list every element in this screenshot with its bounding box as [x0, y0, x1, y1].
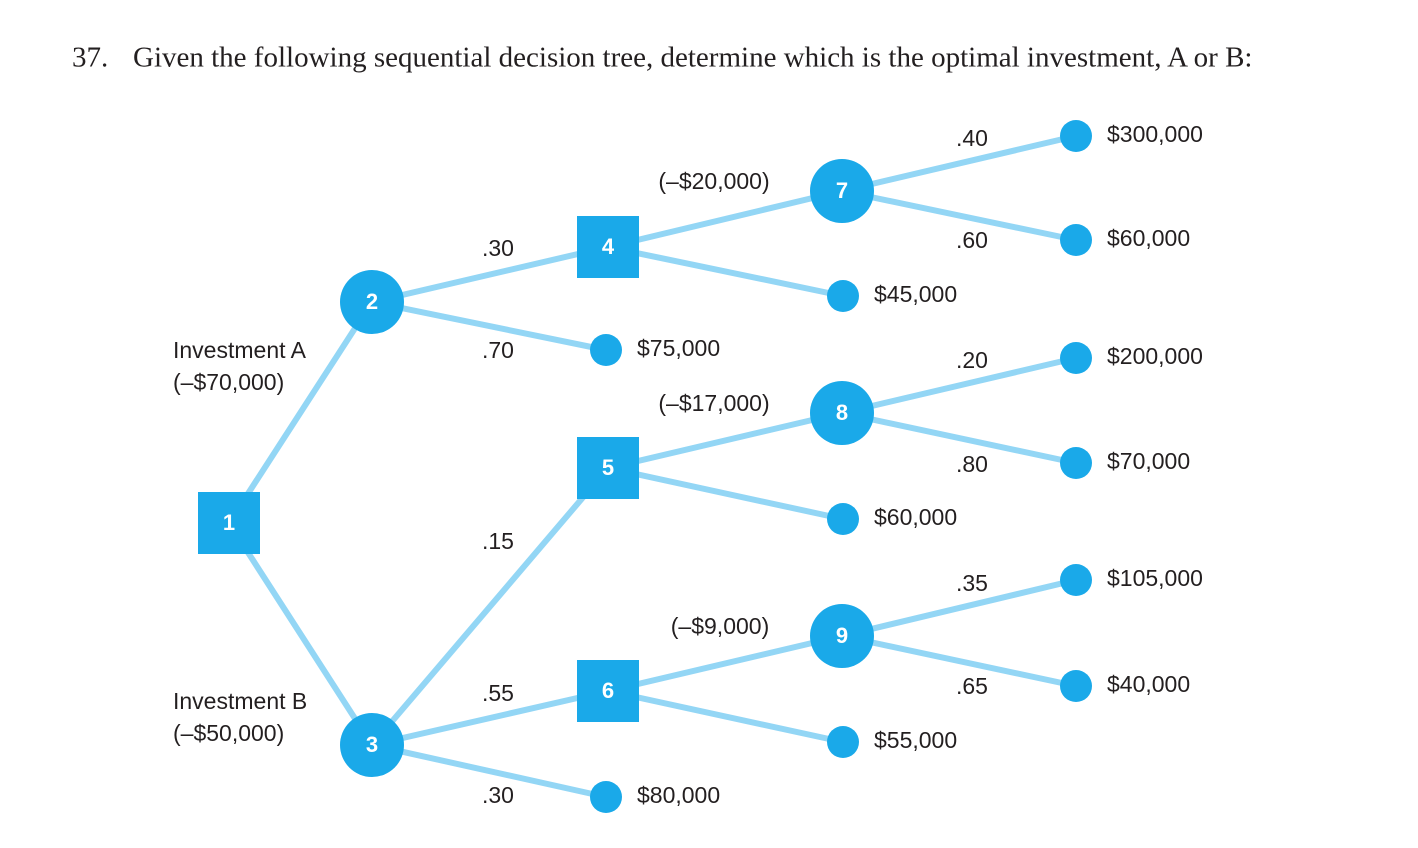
decision-node [198, 492, 260, 554]
node-label: 7 [836, 178, 848, 203]
branch [607, 465, 844, 522]
chance-node [340, 270, 404, 334]
branch [226, 521, 375, 747]
terminal-node [590, 781, 622, 813]
branch [841, 355, 1077, 416]
question-number: 37. [72, 42, 108, 74]
chance-node [340, 713, 404, 777]
investment-name: Investment B [173, 688, 307, 714]
terminal-node [1060, 447, 1092, 479]
investment-name: Investment A [173, 337, 307, 363]
payoff: $75,000 [637, 335, 720, 361]
payoff: $200,000 [1107, 343, 1203, 369]
chance-node [810, 604, 874, 668]
probability: .70 [482, 337, 514, 363]
probability: .35 [956, 570, 988, 596]
terminal-node [1060, 564, 1092, 596]
investment-cost: (–$50,000) [173, 720, 284, 746]
probability: .20 [956, 347, 988, 373]
probability: .30 [482, 235, 514, 261]
branch [607, 688, 844, 745]
decision-node [577, 216, 639, 278]
node-label: 4 [602, 234, 615, 259]
branch [607, 244, 844, 299]
probability: .30 [482, 782, 514, 808]
payoff: $40,000 [1107, 671, 1190, 697]
node-label: 3 [366, 732, 378, 757]
terminal-node [1060, 224, 1092, 256]
node-label: 5 [602, 455, 614, 480]
terminal-node [827, 503, 859, 535]
terminal-node [1060, 670, 1092, 702]
branch [607, 410, 843, 471]
terminal-node [1060, 342, 1092, 374]
branch [371, 244, 609, 305]
investment-cost: (–$70,000) [173, 369, 284, 395]
terminal-node [1060, 120, 1092, 152]
payoff: $60,000 [1107, 225, 1190, 251]
payoff: $105,000 [1107, 565, 1203, 591]
decision-node [577, 437, 639, 499]
node-label: 6 [602, 678, 614, 703]
question-text: Given the following sequential decision … [133, 42, 1253, 74]
node-label: 8 [836, 400, 848, 425]
probability: .65 [956, 673, 988, 699]
decision-node [577, 660, 639, 722]
probability: .40 [956, 125, 988, 151]
payoff: $60,000 [874, 504, 957, 530]
payoff: $70,000 [1107, 448, 1190, 474]
payoff: $300,000 [1107, 121, 1203, 147]
edges [226, 133, 1077, 800]
node-label: 1 [223, 510, 235, 535]
branch [607, 633, 843, 694]
branch [371, 299, 607, 353]
probability: .60 [956, 227, 988, 253]
terminal-node [590, 334, 622, 366]
probability: .80 [956, 451, 988, 477]
chance-node [810, 381, 874, 445]
branch [607, 188, 843, 250]
stage-cost: (–$20,000) [658, 168, 769, 194]
branch [841, 577, 1077, 639]
stage-cost: (–$9,000) [671, 613, 769, 639]
stage-cost: (–$17,000) [658, 390, 769, 416]
branch [841, 410, 1077, 466]
branch [841, 633, 1077, 689]
payoff: $45,000 [874, 281, 957, 307]
payoff: $55,000 [874, 727, 957, 753]
branch [369, 466, 611, 747]
shapes: 1 2 3 4 5 6 7 8 9 $300,000 $60,000 $45,000 $75,000 $2… [198, 120, 1203, 813]
terminal-node [827, 280, 859, 312]
payoff: $80,000 [637, 782, 720, 808]
branch [841, 133, 1077, 194]
node-label: 9 [836, 623, 848, 648]
branch [841, 188, 1077, 243]
branch [371, 688, 609, 748]
branch [226, 300, 375, 525]
branch [371, 742, 607, 800]
node-label: 2 [366, 289, 378, 314]
probability: .15 [482, 528, 514, 554]
terminal-node [827, 726, 859, 758]
chance-node [810, 159, 874, 223]
probability: .55 [482, 680, 514, 706]
